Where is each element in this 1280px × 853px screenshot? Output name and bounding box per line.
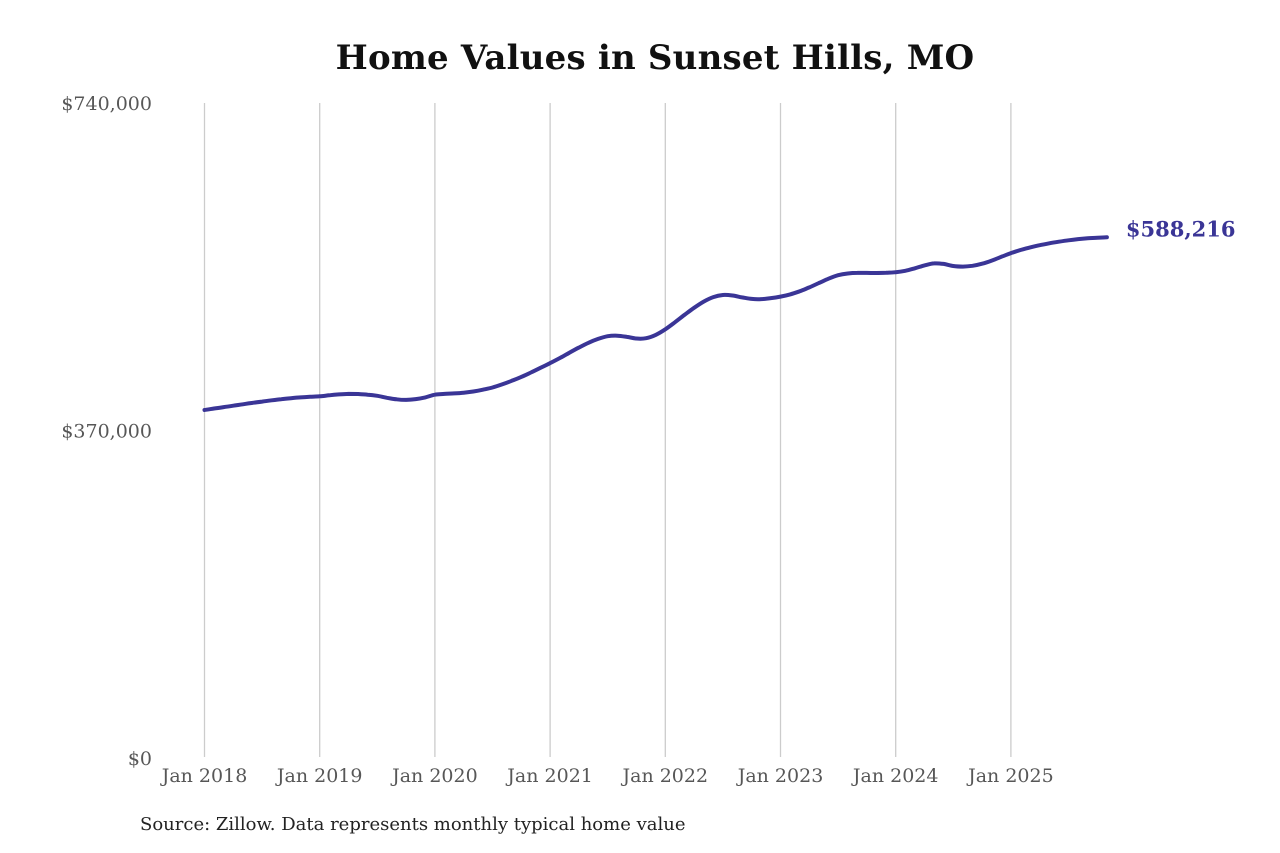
x-axis-tick-label: Jan 2024 [851, 765, 939, 787]
home-value-line [202, 235, 1109, 412]
x-axis-tick-label: Jan 2022 [621, 765, 709, 787]
x-axis-tick-label: Jan 2020 [390, 765, 478, 787]
x-axis-tick-label: Jan 2025 [966, 765, 1054, 787]
latest-value-label: $588,216 [1126, 216, 1236, 241]
y-axis-tick-label: $370,000 [61, 421, 152, 443]
y-axis-tick-label: $740,000 [61, 93, 152, 115]
chart-title: Home Values in Sunset Hills, MO [335, 38, 975, 78]
source-note: Source: Zillow. Data represents monthly … [140, 814, 686, 835]
x-axis-tick-label: Jan 2019 [275, 765, 363, 787]
x-axis-tick-label: Jan 2018 [160, 765, 248, 787]
x-axis-tick-label: Jan 2023 [736, 765, 824, 787]
y-axis-tick-label: $0 [128, 748, 152, 770]
x-axis-tick-label: Jan 2021 [505, 765, 593, 787]
